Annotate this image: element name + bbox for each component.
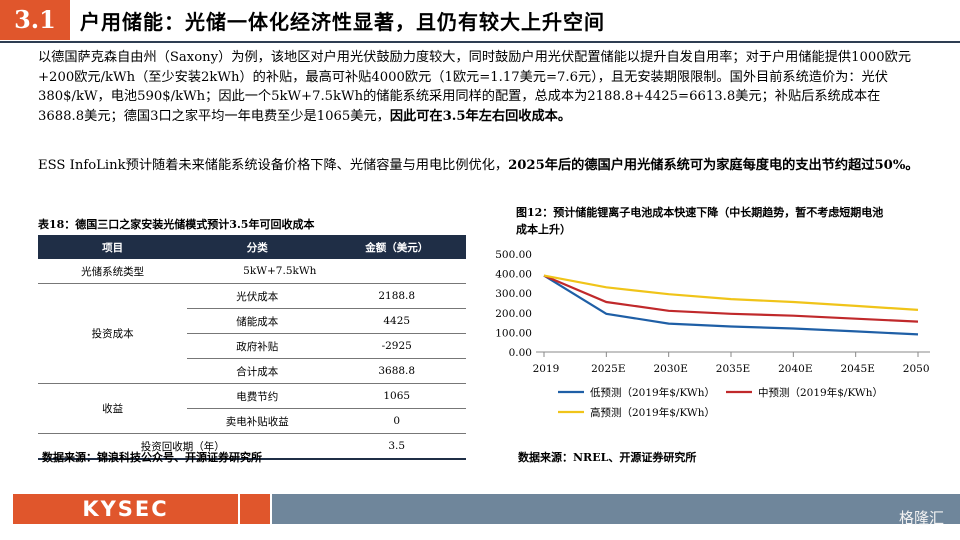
x-tick-label: 2040E <box>778 363 812 375</box>
table-cell: -2925 <box>327 333 466 359</box>
x-tick-label: 2035E <box>716 363 750 375</box>
payback-table: 项目 分类 金额（美元） 光储系统类型 5kW+7.5kWh 投资成本 光伏成本… <box>38 235 466 460</box>
table-header: 分类 <box>187 235 328 259</box>
table-group-cell: 收益 <box>38 383 188 434</box>
y-tick-label: 400.00 <box>495 269 532 281</box>
section-number: 3.1 <box>0 0 70 40</box>
table-row: 投资回收期（年） 3.5 <box>38 433 466 460</box>
table-cell: 1065 <box>327 383 466 409</box>
legend-label: 低预测（2019年$/KWh） <box>590 386 715 399</box>
paragraph-emphasis: 2025年后的德国户用光储系统可为家庭每度电的支出节约超过50%。 <box>508 158 919 173</box>
paragraph-saxony-example: 以德国萨克森自由州（Saxony）为例，该地区对户用光伏鼓励力度较大，同时鼓励户… <box>38 48 920 126</box>
table-row: 卖电补贴收益 0 <box>38 408 466 434</box>
table-cell: 投资回收期（年） <box>38 433 328 460</box>
y-tick-label: 200.00 <box>495 308 532 320</box>
legend-label: 高预测（2019年$/KWh） <box>590 406 715 419</box>
table-header: 项目 <box>38 235 188 259</box>
footer-accent <box>240 494 270 524</box>
table-row: 投资成本 光伏成本 2188.8 <box>38 283 466 384</box>
table-cell: 3.5 <box>327 433 466 460</box>
table-row: 光储系统类型 5kW+7.5kWh <box>38 259 466 284</box>
table-caption: 表18：德国三口之家安装光储模式预计3.5年可回收成本 <box>38 218 315 231</box>
y-tick-label: 500.00 <box>495 249 532 261</box>
battery-cost-chart: 0.00 100.00 200.00 300.00 400.00 500.00 2019 20… <box>495 249 930 419</box>
paragraph-ess-infolink: ESS InfoLink预计随着未来储能系统设备价格下降、光储容量与用电比例优化… <box>38 156 920 176</box>
x-tick-label: 2045E <box>840 363 874 375</box>
table-cell: 政府补贴 <box>187 333 328 359</box>
table-cell: 光储系统类型 <box>38 259 188 284</box>
title-divider <box>0 41 960 43</box>
table-row: 收益 电费节约 1065 <box>38 383 466 434</box>
legend-label: 中预测（2019年$/KWh） <box>758 386 883 399</box>
table-cell: 3688.8 <box>327 358 466 384</box>
y-tick-label: 100.00 <box>495 327 532 339</box>
paragraph-text: ESS InfoLink预计随着未来储能系统设备价格下降、光储容量与用电比例优化… <box>38 158 509 173</box>
table-cell: 卖电补贴收益 <box>187 408 328 434</box>
table-group-cell: 投资成本 <box>38 283 188 384</box>
table-cell: 储能成本 <box>187 308 328 334</box>
watermark: 格隆汇 <box>898 509 944 527</box>
table-header: 金额（美元） <box>327 235 466 259</box>
x-tick-label: 2030E <box>653 363 687 375</box>
x-tick-label: 2019 <box>533 363 560 375</box>
series-line-0 <box>543 274 919 336</box>
table-source: 数据来源：锦浪科技公众号、开源证券研究所 <box>42 451 262 464</box>
footer-bar <box>272 494 960 524</box>
table-cell: 光伏成本 <box>187 283 328 309</box>
paragraph-emphasis: 因此可在3.5年左右回收成本。 <box>389 108 572 124</box>
figure-source: 数据来源：NREL、开源证券研究所 <box>518 451 697 464</box>
table-cell: 0 <box>327 408 466 434</box>
series-line-2 <box>543 274 919 311</box>
figure-caption: 图12：预计储能锂离子电池成本快速下降（中长期趋势，暂不考虑短期电池成本上升） <box>516 206 884 236</box>
table-row: 合计成本 3688.8 <box>38 358 466 384</box>
page-title: 户用储能：光储一体化经济性显著，且仍有较大上升空间 <box>80 10 605 34</box>
table-row: 政府补贴 -2925 <box>38 333 466 359</box>
table-cell: 4425 <box>327 308 466 334</box>
series-line-1 <box>543 274 919 323</box>
table-cell: 合计成本 <box>187 358 328 384</box>
y-tick-label: 300.00 <box>495 288 532 300</box>
kysec-logo: KYSEC <box>13 494 238 524</box>
table-cell: 2188.8 <box>327 283 466 309</box>
y-tick-label: 0.00 <box>509 347 532 359</box>
table-row: 储能成本 4425 <box>38 308 466 334</box>
table-cell: 5kW+7.5kWh <box>187 259 466 284</box>
table-cell: 电费节约 <box>187 383 328 409</box>
x-tick-label: 2050E <box>903 363 930 375</box>
x-tick-label: 2025E <box>591 363 625 375</box>
paragraph-text: 以德国萨克森自由州（Saxony）为例，该地区对户用光伏鼓励力度较大，同时鼓励户… <box>38 50 912 124</box>
